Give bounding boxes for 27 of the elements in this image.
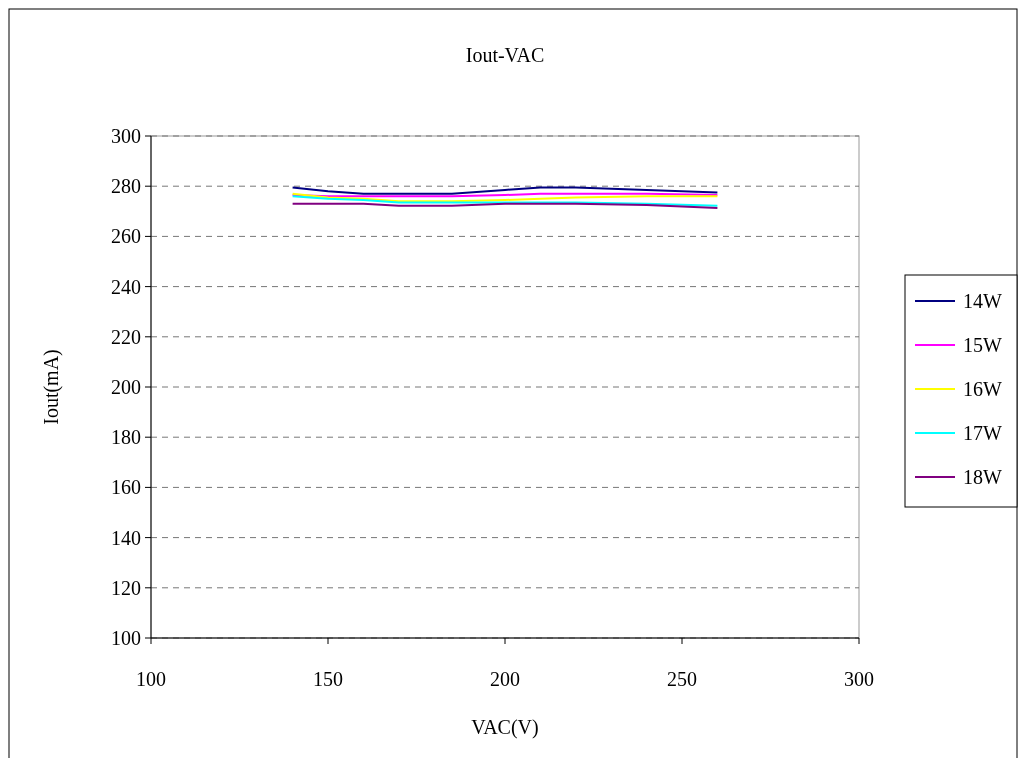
x-axis-title: VAC(V): [471, 716, 539, 739]
x-tick-label: 150: [313, 668, 343, 690]
line-series: [291, 195, 719, 207]
y-tick-label: 220: [111, 325, 141, 348]
y-tick-label: 260: [111, 225, 141, 248]
x-tick-label: 100: [136, 668, 166, 690]
y-tick-label: 200: [111, 376, 141, 398]
y-tick-label: 160: [111, 476, 141, 499]
x-tick-label: 200: [490, 668, 520, 690]
y-axis-title: Iout(mA): [40, 349, 63, 425]
y-tick-label: 180: [111, 426, 141, 449]
line-series: [291, 186, 719, 195]
y-tick-label: 120: [111, 576, 141, 599]
x-tick-label: 300: [844, 668, 874, 690]
legend-label: 15W: [963, 334, 1002, 356]
y-tick-label: 240: [111, 275, 141, 298]
legend-label: 17W: [963, 422, 1002, 444]
y-tick-label: 300: [111, 125, 141, 147]
x-tick-label: 250: [667, 668, 697, 690]
y-tick-label: 280: [111, 175, 141, 198]
y-tick-label: 100: [111, 627, 141, 649]
legend-label: 14W: [963, 290, 1002, 312]
legend-label: 18W: [963, 466, 1002, 488]
y-tick-label: 140: [111, 526, 141, 549]
legend-label: 16W: [963, 378, 1002, 400]
chart-title: Iout-VAC: [465, 44, 545, 66]
line-series: [291, 192, 719, 203]
